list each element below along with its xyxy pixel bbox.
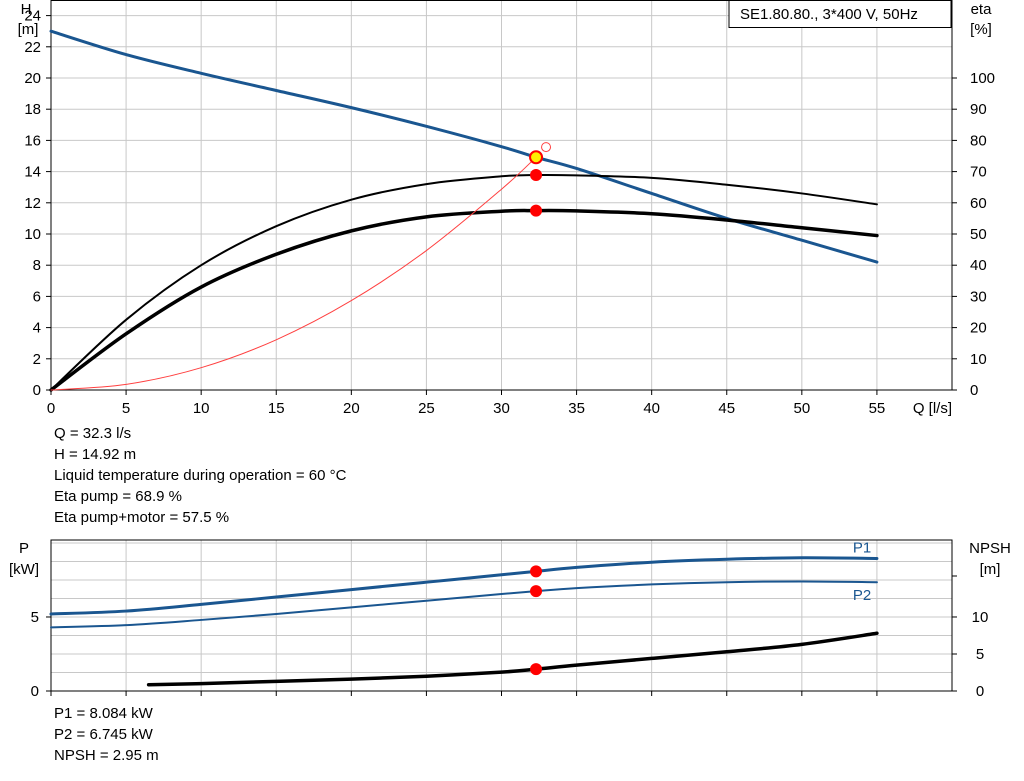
npsh-axis-label-unit: [m] bbox=[980, 561, 1001, 578]
duty-point-info: Q = 32.3 l/s H = 14.92 m Liquid temperat… bbox=[54, 423, 346, 528]
q-tick-label: 35 bbox=[568, 400, 585, 417]
eta-tick-label: 30 bbox=[970, 288, 987, 305]
h-tick-label: 2 bbox=[33, 351, 41, 368]
p-tick-label: 0 bbox=[31, 683, 39, 700]
q-tick-label: 10 bbox=[193, 400, 210, 417]
h-tick-label: 24 bbox=[24, 8, 41, 25]
pump-model-label: SE1.80.80., 3*400 V, 50Hz bbox=[740, 6, 918, 23]
curve-eta_pump bbox=[50, 173, 878, 391]
q-tick-label: 45 bbox=[718, 400, 735, 417]
legend-p2: P2 bbox=[853, 587, 871, 604]
eta-tick-label: 10 bbox=[970, 351, 987, 368]
duty-point-p2 bbox=[530, 585, 543, 598]
curve-NPSH bbox=[146, 631, 879, 687]
info-p1: P1 = 8.084 kW bbox=[54, 705, 153, 722]
curve-P1 bbox=[49, 556, 879, 616]
curve-system bbox=[50, 156, 537, 391]
eta-tick-label: 80 bbox=[970, 132, 987, 149]
h-tick-label: 22 bbox=[24, 39, 41, 56]
h-tick-label: 12 bbox=[24, 195, 41, 212]
npsh-axis-label-symbol: NPSH bbox=[969, 540, 1011, 557]
h-axis-label-unit: [m] bbox=[18, 21, 39, 38]
pump-model-box bbox=[728, 0, 952, 28]
eta-tick-label: 50 bbox=[970, 226, 987, 243]
q-tick-label: 0 bbox=[47, 400, 55, 417]
q-tick-label: 15 bbox=[268, 400, 285, 417]
eta-tick-label: 40 bbox=[970, 257, 987, 274]
eta-tick-label: 60 bbox=[970, 195, 987, 212]
h-tick-label: 20 bbox=[24, 70, 41, 87]
duty-point-head bbox=[529, 150, 544, 165]
q-tick-label: 20 bbox=[343, 400, 360, 417]
q-tick-label: 30 bbox=[493, 400, 510, 417]
info-flow: Q = 32.3 l/s bbox=[54, 425, 132, 442]
eta-axis-label-unit: [%] bbox=[970, 21, 992, 38]
npsh-tick-label: 0 bbox=[976, 683, 984, 700]
eta-tick-label: 100 bbox=[970, 70, 995, 87]
info-eta-pump: Eta pump = 68.9 % bbox=[54, 488, 182, 505]
info-liquid-temperature: Liquid temperature during operation = 60… bbox=[54, 467, 347, 484]
p-axis-label-unit: [kW] bbox=[9, 561, 39, 578]
duty-point-eta-pump bbox=[530, 169, 543, 182]
h-tick-label: 18 bbox=[24, 101, 41, 118]
q-tick-label: 40 bbox=[643, 400, 660, 417]
duty-point-open-marker bbox=[541, 142, 552, 153]
p-axis-label-symbol: P bbox=[19, 540, 29, 557]
info-head: H = 14.92 m bbox=[54, 446, 137, 463]
q-tick-label: 25 bbox=[418, 400, 435, 417]
eta-tick-label: 70 bbox=[970, 164, 987, 181]
info-p2: P2 = 6.745 kW bbox=[54, 726, 153, 743]
eta-tick-label: 90 bbox=[970, 101, 987, 118]
curve-P2 bbox=[50, 580, 878, 629]
p-tick-label: 5 bbox=[31, 609, 39, 626]
h-axis-label-symbol: H bbox=[21, 1, 32, 18]
info-eta-pump-motor: Eta pump+motor = 57.5 % bbox=[54, 509, 230, 526]
duty-point-eta-total bbox=[530, 204, 543, 217]
legend-p1: P1 bbox=[853, 540, 871, 557]
info-npsh: NPSH = 2.95 m bbox=[54, 747, 159, 764]
curve-eta_total bbox=[49, 208, 879, 392]
h-tick-label: 4 bbox=[33, 320, 41, 337]
npsh-tick-label: 10 bbox=[972, 609, 989, 626]
npsh-tick-label: 5 bbox=[976, 646, 984, 663]
q-axis-label: Q [l/s] bbox=[913, 400, 952, 417]
q-tick-label: 5 bbox=[122, 400, 130, 417]
duty-point-npsh bbox=[530, 663, 543, 676]
h-tick-label: 16 bbox=[24, 132, 41, 149]
q-tick-label: 55 bbox=[869, 400, 886, 417]
h-tick-label: 14 bbox=[24, 164, 41, 181]
duty-point-p1 bbox=[530, 565, 543, 578]
eta-tick-label: 20 bbox=[970, 320, 987, 337]
power-info: P1 = 8.084 kW P2 = 6.745 kW NPSH = 2.95 … bbox=[54, 703, 159, 766]
q-tick-label: 50 bbox=[793, 400, 810, 417]
h-tick-label: 8 bbox=[33, 257, 41, 274]
eta-tick-label: 0 bbox=[970, 382, 978, 399]
h-tick-label: 0 bbox=[33, 382, 41, 399]
h-tick-label: 6 bbox=[33, 288, 41, 305]
eta-axis-label-symbol: eta bbox=[971, 1, 993, 18]
h-tick-label: 10 bbox=[24, 226, 41, 243]
